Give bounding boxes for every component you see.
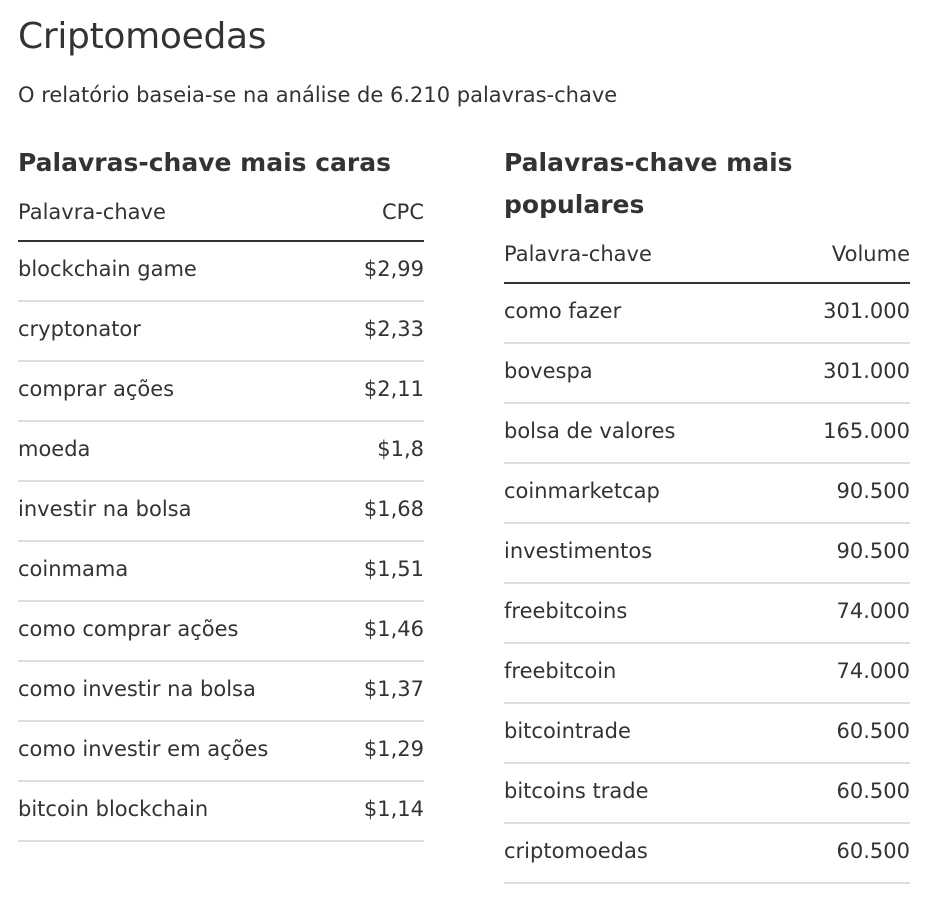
value-cell: 74.000 xyxy=(836,599,910,623)
keyword-cell: freebitcoin xyxy=(504,659,617,683)
keyword-cell: como fazer xyxy=(504,299,622,323)
table-row: investimentos 90.500 xyxy=(504,524,910,584)
value-cell: $1,14 xyxy=(363,797,424,821)
expensive-keywords-heading: Palavras-chave mais caras xyxy=(18,148,391,177)
volume-column-header: Volume xyxy=(831,242,910,266)
table-row: bolsa de valores 165.000 xyxy=(504,404,910,464)
page-title: Criptomoedas xyxy=(18,16,267,57)
table-row: bitcoin blockchain $1,14 xyxy=(18,782,424,842)
keyword-cell: bolsa de valores xyxy=(504,419,676,443)
expensive-keywords-section: Palavras-chave mais caras Palavra-chave … xyxy=(18,142,424,842)
value-cell: 90.500 xyxy=(836,479,910,503)
popular-table-body: como fazer 301.000 bovespa 301.000 bolsa de … xyxy=(504,284,910,884)
value-cell: 74.000 xyxy=(836,659,910,683)
value-cell: $1,51 xyxy=(363,557,424,581)
table-row: freebitcoin 74.000 xyxy=(504,644,910,704)
popular-table-header: Palavra-chave Volume xyxy=(504,226,910,284)
keyword-cell: criptomoedas xyxy=(504,839,648,863)
keyword-cell: bitcointrade xyxy=(504,719,631,743)
keyword-cell: cryptonator xyxy=(18,317,141,341)
keyword-cell: como investir na bolsa xyxy=(18,677,256,701)
table-row: coinmama $1,51 xyxy=(18,542,424,602)
value-cell: $2,99 xyxy=(363,257,424,281)
table-row: comprar ações $2,11 xyxy=(18,362,424,422)
page-subtitle: O relatório baseia-se na análise de 6.21… xyxy=(18,83,618,107)
value-cell: $1,29 xyxy=(363,737,424,761)
keyword-cell: investimentos xyxy=(504,539,653,563)
value-cell: 90.500 xyxy=(836,539,910,563)
value-cell: 60.500 xyxy=(836,839,910,863)
keyword-cell: investir na bolsa xyxy=(18,497,192,521)
value-cell: 60.500 xyxy=(836,719,910,743)
popular-keywords-heading: Palavras-chave mais populares xyxy=(504,148,793,219)
keyword-cell: blockchain game xyxy=(18,257,197,281)
table-row: como investir em ações $1,29 xyxy=(18,722,424,782)
value-cell: 60.500 xyxy=(836,779,910,803)
table-row: como fazer 301.000 xyxy=(504,284,910,344)
keyword-column-header: Palavra-chave xyxy=(18,200,166,224)
table-row: freebitcoins 74.000 xyxy=(504,584,910,644)
expensive-table-body: blockchain game $2,99 cryptonator $2,33 comp… xyxy=(18,242,424,842)
cpc-column-header: CPC xyxy=(382,200,424,224)
value-cell: 165.000 xyxy=(823,419,910,443)
table-row: blockchain game $2,99 xyxy=(18,242,424,302)
popular-keywords-section: Palavras-chave mais populares Palavra-ch… xyxy=(504,142,910,884)
keyword-cell: freebitcoins xyxy=(504,599,628,623)
value-cell: $1,46 xyxy=(363,617,424,641)
table-row: como investir na bolsa $1,37 xyxy=(18,662,424,722)
table-row: criptomoedas 60.500 xyxy=(504,824,910,884)
table-row: bitcoins trade 60.500 xyxy=(504,764,910,824)
keyword-cell: moeda xyxy=(18,437,91,461)
keyword-cell: como investir em ações xyxy=(18,737,269,761)
value-cell: 301.000 xyxy=(823,359,910,383)
value-cell: $2,11 xyxy=(363,377,424,401)
table-row: investir na bolsa $1,68 xyxy=(18,482,424,542)
value-cell: $1,8 xyxy=(377,437,424,461)
table-row: coinmarketcap 90.500 xyxy=(504,464,910,524)
keyword-column-header: Palavra-chave xyxy=(504,242,652,266)
table-row: cryptonator $2,33 xyxy=(18,302,424,362)
table-row: bovespa 301.000 xyxy=(504,344,910,404)
keyword-cell: coinmarketcap xyxy=(504,479,660,503)
keyword-cell: como comprar ações xyxy=(18,617,239,641)
keyword-cell: coinmama xyxy=(18,557,129,581)
value-cell: $2,33 xyxy=(363,317,424,341)
keyword-cell: bitcoins trade xyxy=(504,779,649,803)
table-row: moeda $1,8 xyxy=(18,422,424,482)
table-row: como comprar ações $1,46 xyxy=(18,602,424,662)
expensive-table-header: Palavra-chave CPC xyxy=(18,184,424,242)
value-cell: $1,37 xyxy=(363,677,424,701)
keyword-cell: comprar ações xyxy=(18,377,175,401)
value-cell: $1,68 xyxy=(363,497,424,521)
keyword-cell: bovespa xyxy=(504,359,593,383)
value-cell: 301.000 xyxy=(823,299,910,323)
keyword-cell: bitcoin blockchain xyxy=(18,797,209,821)
table-row: bitcointrade 60.500 xyxy=(504,704,910,764)
